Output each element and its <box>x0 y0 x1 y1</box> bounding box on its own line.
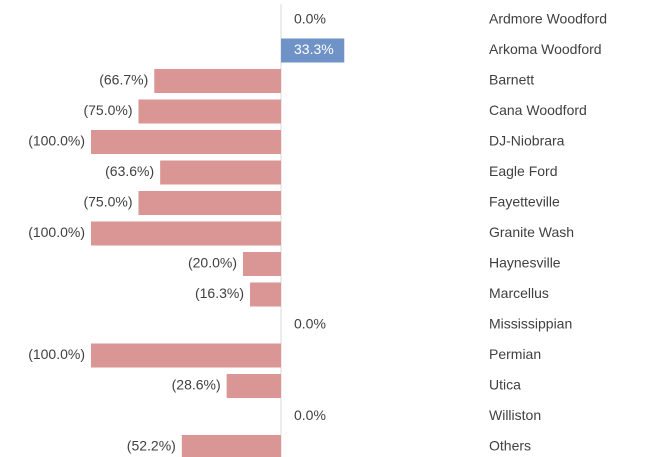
bar <box>138 99 281 124</box>
bar <box>91 221 281 246</box>
bar <box>226 374 281 398</box>
bar <box>281 38 345 63</box>
category-label: Cana Woodford <box>489 102 587 118</box>
value-label: 0.0% <box>294 407 326 423</box>
value-label: (52.2%) <box>127 438 176 454</box>
category-label: Others <box>489 438 531 454</box>
value-label: 0.0% <box>294 316 326 332</box>
category-label: Haynesville <box>489 255 561 271</box>
value-label: 33.3% <box>294 41 334 57</box>
value-label: (100.0%) <box>28 133 85 149</box>
bar <box>250 282 281 307</box>
category-label: Permian <box>489 346 541 362</box>
category-label: Utica <box>489 377 521 393</box>
bar <box>181 435 281 457</box>
value-label: 0.0% <box>294 11 326 27</box>
category-label: Mississippian <box>489 316 572 332</box>
value-label: (63.6%) <box>105 163 154 179</box>
value-label: (100.0%) <box>28 224 85 240</box>
category-label: Arkoma Woodford <box>489 41 602 57</box>
bar <box>91 130 281 154</box>
category-label: Granite Wash <box>489 224 574 240</box>
value-label: (75.0%) <box>83 102 132 118</box>
category-label: Barnett <box>489 72 534 88</box>
bar <box>154 69 281 93</box>
value-label: (28.6%) <box>172 377 221 393</box>
value-label: (16.3%) <box>195 285 244 301</box>
value-label: (20.0%) <box>188 255 237 271</box>
bar <box>91 343 281 368</box>
bar <box>243 252 281 276</box>
category-label: Fayetteville <box>489 194 560 210</box>
category-label: Marcellus <box>489 285 549 301</box>
value-label: (75.0%) <box>83 194 132 210</box>
value-label: (100.0%) <box>28 346 85 362</box>
category-label: Ardmore Woodford <box>489 11 607 27</box>
category-label: DJ-Niobrara <box>489 133 565 149</box>
bar <box>138 191 281 215</box>
category-label: Eagle Ford <box>489 163 557 179</box>
category-label: Williston <box>489 407 541 423</box>
bar <box>160 160 281 185</box>
value-label: (66.7%) <box>99 72 148 88</box>
